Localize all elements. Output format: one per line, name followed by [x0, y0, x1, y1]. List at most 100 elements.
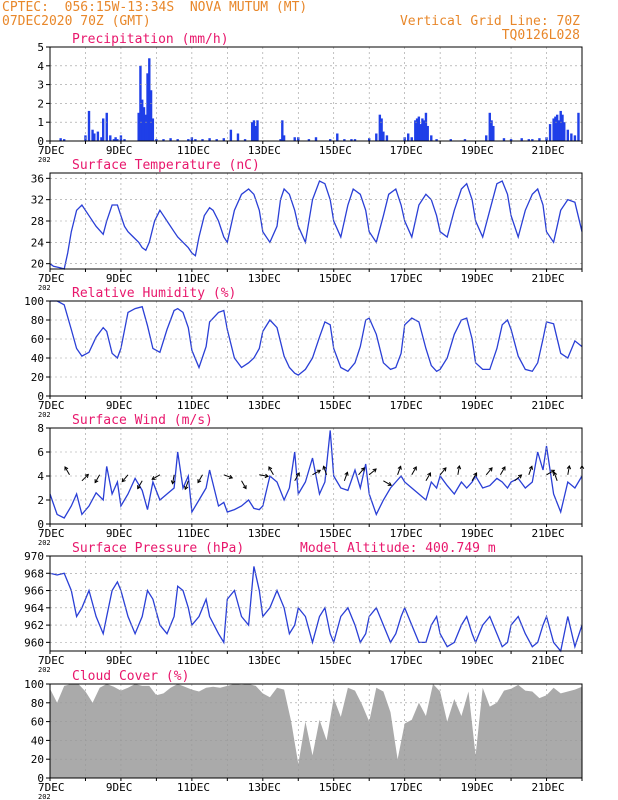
y-tick-label: 40 [31, 352, 44, 365]
header-left-line1: CPTEC: 056:15W-13:34S NOVA MUTUM (MT) [2, 0, 308, 15]
panel-5: 0 20 40 60 80 100 7DEC 9DEC 11DEC 13DEC 15DEC 17DEC… [24, 669, 583, 800]
wind-arrow-head [488, 467, 493, 472]
x-tick-label: 7DEC [38, 144, 65, 157]
panel-title: Relative Humidity (%) [72, 286, 236, 301]
y-tick-label: 4 [37, 470, 44, 483]
x-tick-label: 17DEC [390, 272, 423, 285]
x-tick-label: 19DEC [461, 781, 494, 794]
wind-arrow-head [528, 465, 534, 470]
wind-arrow-head [552, 471, 558, 476]
precip-bar [421, 118, 424, 141]
wind-arrow [323, 466, 328, 475]
wind-arrow [343, 472, 348, 481]
x-tick-label: 19DEC [461, 144, 494, 157]
wind-arrow [471, 472, 477, 482]
x-tick-label: 9DEC [106, 527, 133, 540]
x-year-label: 202 [38, 539, 51, 547]
precip-bar [279, 139, 282, 141]
precip-bar [187, 139, 190, 141]
wind-arrow [553, 472, 558, 481]
x-year-label: 202 [38, 666, 51, 674]
x-tick-label: 19DEC [461, 527, 494, 540]
wind-arrow-head [228, 474, 234, 480]
wind-arrow-head [322, 465, 327, 470]
precip-bar [417, 116, 421, 141]
precip-bar [112, 139, 116, 141]
y-tick-label: 962 [24, 619, 44, 632]
precip-bar [169, 138, 172, 141]
precip-bar [527, 139, 530, 141]
precip-bar [254, 125, 257, 141]
wind-arrow [567, 465, 570, 475]
precip-bar [194, 139, 197, 141]
wind-arrow [499, 466, 506, 476]
precip-bar [144, 114, 147, 141]
wind-arrow [172, 474, 175, 484]
wind-arrow-head [566, 464, 572, 470]
y-tick-label: 0 [37, 135, 44, 148]
x-tick-label: 17DEC [390, 399, 423, 412]
precip-bar [229, 129, 233, 141]
precip-bar [328, 139, 332, 141]
y-tick-label: 100 [24, 295, 44, 308]
precip-bar [208, 138, 211, 141]
x-tick-label: 21DEC [532, 144, 565, 157]
x-tick-label: 11DEC [177, 144, 210, 157]
y-tick-label: 32 [31, 194, 44, 207]
precip-bar [552, 118, 555, 141]
wind-arrow [457, 465, 460, 475]
panel-frame [49, 300, 583, 397]
header-left-line2: 07DEC2020 70Z (GMT) [2, 14, 151, 29]
precip-bar [96, 131, 100, 141]
x-tick-label: 7DEC [38, 272, 65, 285]
wind-arrow [312, 469, 321, 476]
precip-bar [236, 133, 240, 141]
precip-bar [548, 124, 552, 141]
precip-bar [281, 120, 284, 141]
precip-bar [382, 131, 385, 141]
wind-arrow [294, 472, 300, 482]
x-tick-label: 9DEC [106, 399, 133, 412]
precip-bar [201, 139, 204, 141]
x-tick-label: 19DEC [461, 399, 494, 412]
y-tick-label: 20 [31, 371, 44, 384]
precip-bar [555, 114, 559, 141]
y-tick-label: 60 [31, 333, 44, 346]
wind-arrow-head [397, 465, 402, 470]
x-tick-label: 7DEC [38, 527, 65, 540]
wind-arrow-head [94, 479, 99, 484]
panel-frame [49, 46, 583, 142]
y-tick-label: 2 [37, 97, 44, 110]
wind-arrow [368, 468, 377, 476]
x-tick-label: 11DEC [177, 272, 210, 285]
precip-bar [100, 137, 103, 141]
precip-bar [380, 118, 383, 141]
precip-bar [414, 120, 417, 141]
precip-bar [407, 133, 410, 141]
wind-arrow-head [517, 474, 523, 479]
precip-bar [561, 114, 564, 141]
series-line [49, 430, 583, 519]
precip-bar [109, 135, 112, 141]
y-tick-label: 8 [37, 422, 44, 435]
y-tick-label: 1 [37, 116, 44, 129]
precip-bar [492, 125, 495, 141]
precip-bar [59, 138, 62, 141]
wind-arrow-head [64, 466, 69, 471]
x-tick-label: 17DEC [390, 527, 423, 540]
wind-arrow-head [184, 485, 189, 491]
panel-3: 0 2 4 6 8 7DEC 9DEC 11DEC 13DEC 15DEC 17DEC 19DEC 21… [37, 413, 583, 547]
precip-bar [307, 139, 311, 141]
precip-bar [368, 138, 371, 141]
precip-bar [435, 139, 438, 141]
wind-arrow-head [372, 468, 377, 473]
x-tick-label: 19DEC [461, 654, 494, 667]
wind-arrow-head [579, 464, 585, 470]
wind-arrow [241, 480, 247, 489]
panel-2: 0 20 40 60 80 100 7DEC 9DEC 11DEC 13DEC 15DEC 17DEC… [24, 286, 583, 419]
x-year-label: 202 [38, 156, 51, 164]
precip-bar [449, 139, 452, 141]
precip-bar [151, 118, 155, 141]
x-tick-label: 19DEC [461, 272, 494, 285]
